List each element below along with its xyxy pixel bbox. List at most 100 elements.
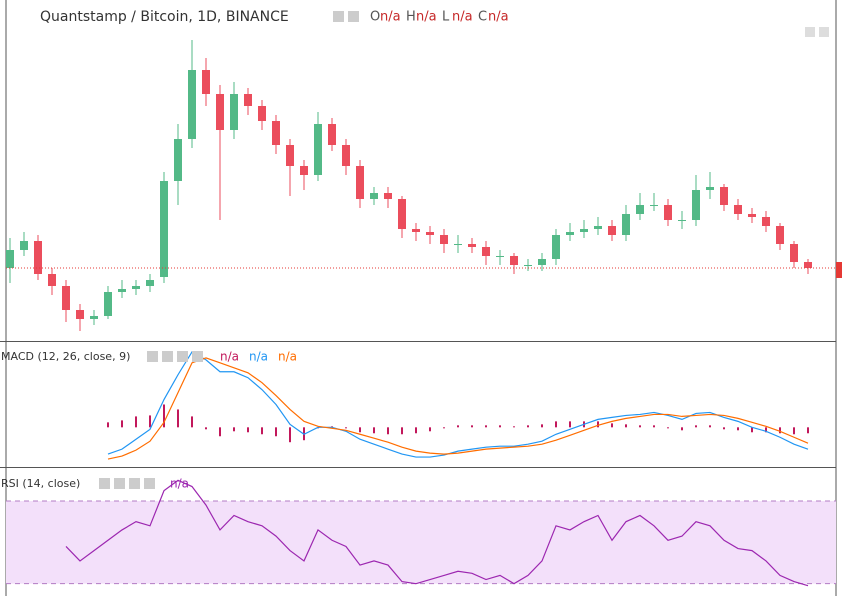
candle-body <box>314 124 322 175</box>
scroll-button[interactable] <box>805 27 815 37</box>
candle-body <box>342 145 350 166</box>
series-value: n/a <box>249 350 268 364</box>
histogram-bar <box>667 427 669 429</box>
eye-icon[interactable] <box>147 351 158 362</box>
ohlc-value: n/a <box>452 10 473 25</box>
candle-body <box>160 181 168 277</box>
candle-body <box>454 244 462 245</box>
candle-body <box>76 310 84 319</box>
candle-body <box>370 193 378 199</box>
candle-body <box>622 214 630 235</box>
ohlc-label: L <box>442 10 450 25</box>
candle-body <box>300 166 308 175</box>
candle-body <box>202 70 210 94</box>
close-icon[interactable] <box>144 478 155 489</box>
candle-body <box>272 121 280 145</box>
candle-body <box>608 226 616 235</box>
candle-body <box>384 193 392 199</box>
candle-body <box>132 286 140 289</box>
histogram-bar <box>695 425 697 428</box>
histogram-bar <box>625 424 627 428</box>
candle-body <box>594 226 602 229</box>
histogram-bar <box>681 427 683 431</box>
settings-icon[interactable] <box>162 351 173 362</box>
candle-body <box>580 229 588 232</box>
move-icon[interactable] <box>177 351 188 362</box>
histogram-bar <box>555 421 557 428</box>
candle-body <box>566 232 574 235</box>
histogram-bar <box>177 409 179 428</box>
histogram-bar <box>205 427 207 430</box>
close-icon[interactable] <box>192 351 203 362</box>
histogram-bar <box>429 427 431 432</box>
histogram-bar <box>709 425 711 428</box>
histogram-bar <box>135 416 137 428</box>
macd-title: MACD (12, 26, close, 9) <box>1 350 130 363</box>
candle-body <box>692 190 700 220</box>
histogram-bar <box>261 427 263 435</box>
candle-body <box>664 205 672 220</box>
histogram-bar <box>373 427 375 434</box>
candle-body <box>258 106 266 121</box>
candle-body <box>230 94 238 130</box>
rsi-value: n/a <box>170 477 189 491</box>
header: Quantstamp / Bitcoin, 1D, BINANCE <box>40 9 842 278</box>
histogram-bar <box>275 427 277 437</box>
histogram-bar <box>387 427 389 435</box>
histogram-bar <box>121 420 123 428</box>
candle-body <box>776 226 784 244</box>
candle-body <box>552 235 560 259</box>
candle-body <box>468 244 476 247</box>
candle-body <box>538 259 546 265</box>
candle-body <box>90 316 98 319</box>
histogram-bar <box>499 425 501 428</box>
ohlc-label: C <box>478 10 487 25</box>
candle-body <box>706 187 714 190</box>
histogram-bar <box>737 427 739 431</box>
candle-body <box>104 292 112 316</box>
candle-body <box>62 286 70 310</box>
histogram-bar <box>485 425 487 428</box>
candle-body <box>286 145 294 166</box>
settings-icon[interactable] <box>114 478 125 489</box>
histogram-bar <box>359 427 361 433</box>
candle-body <box>174 139 182 181</box>
histogram-bar <box>219 427 221 437</box>
candle-body <box>20 241 28 250</box>
candle-body <box>482 247 490 256</box>
last-price-label <box>836 262 842 278</box>
candle-body <box>524 265 532 266</box>
ohlc-label: O <box>370 10 380 25</box>
ohlc-value: n/a <box>416 10 437 25</box>
histogram-bar <box>723 427 725 430</box>
histogram-bar <box>611 423 613 428</box>
histogram-bar <box>653 425 655 428</box>
macd-header: MACD (12, 26, close, 9) <box>1 350 203 363</box>
candle-body <box>356 166 364 199</box>
macd-line <box>107 357 809 460</box>
candle-body <box>762 217 770 226</box>
candle-body <box>34 241 42 274</box>
candle-body <box>636 205 644 214</box>
histogram-bar <box>597 421 599 428</box>
histogram-bar <box>807 427 809 434</box>
candle-body <box>398 199 406 229</box>
histogram-value: n/a <box>220 350 239 364</box>
candle-body <box>734 205 742 214</box>
scroll-button[interactable] <box>819 27 829 37</box>
eye-icon[interactable] <box>99 478 110 489</box>
candle-body <box>328 124 336 145</box>
histogram-bar <box>765 427 767 433</box>
histogram-bar <box>471 425 473 428</box>
move-icon[interactable] <box>129 478 140 489</box>
candle-body <box>804 262 812 268</box>
settings-icon[interactable] <box>348 11 359 22</box>
histogram-bar <box>345 427 347 429</box>
candle-body <box>216 94 224 130</box>
eye-icon[interactable] <box>333 11 344 22</box>
histogram-bar <box>569 421 571 428</box>
candle-body <box>118 289 126 292</box>
